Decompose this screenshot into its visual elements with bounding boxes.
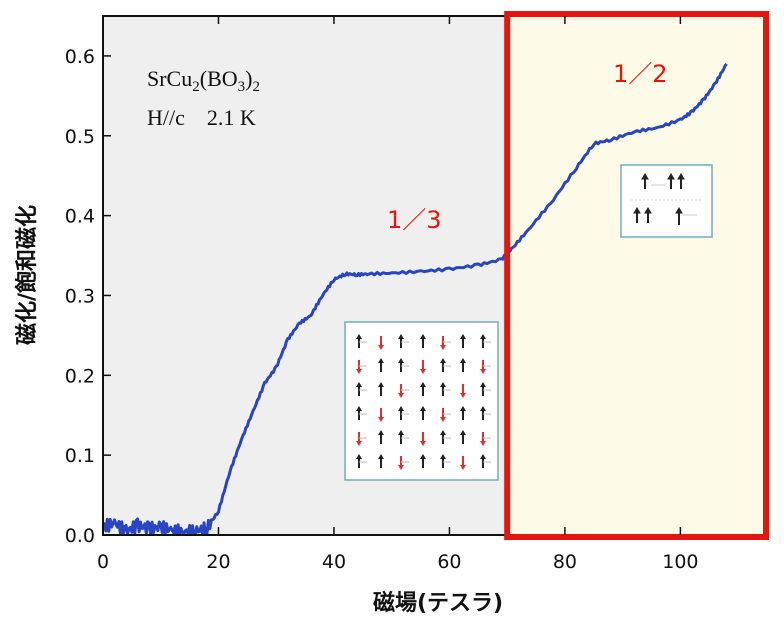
- spin-arrow-down: [440, 336, 451, 350]
- spin-arrows-third: [356, 334, 491, 470]
- y-tick-label: 0.0: [65, 525, 95, 547]
- spin-arrow-up: [460, 406, 466, 420]
- spin-arrow-up: [398, 334, 409, 348]
- spin-arrow-up: [480, 382, 491, 396]
- x-tick-label: 20: [206, 551, 230, 573]
- spin-arrow-down: [398, 384, 409, 398]
- spin-arrow-up: [398, 358, 409, 372]
- spin-arrow-up: [440, 430, 451, 444]
- x-tick-label: 100: [662, 551, 698, 573]
- spin-arrow-down: [420, 360, 426, 374]
- x-tick-label: 40: [322, 551, 346, 573]
- x-axis-ticks: 0 20 40 60 80 100: [97, 16, 699, 573]
- spin-arrow-down: [460, 384, 466, 398]
- y-axis-label: 磁化/飽和磁化: [14, 205, 40, 345]
- spin-arrow-up: [480, 454, 491, 468]
- compound-formula: SrCu2(BO3)2: [147, 66, 260, 95]
- spin-arrow-down: [378, 408, 384, 422]
- spin-arrow-up: [398, 406, 409, 420]
- x-axis-label: 磁場(テスラ): [373, 590, 503, 616]
- y-tick-label: 0.2: [65, 365, 95, 387]
- spin-arrow-up: [420, 406, 426, 420]
- x-tick-label: 80: [553, 551, 577, 573]
- y-tick-label: 0.5: [65, 126, 95, 148]
- spin-arrow-down: [480, 360, 491, 374]
- spin-arrow-down: [440, 408, 451, 422]
- spin-arrow-down: [356, 432, 367, 446]
- spin-arrow-up: [356, 454, 367, 468]
- spin-arrow-up: [480, 334, 491, 348]
- spin-arrow-up: [356, 334, 367, 348]
- lattice-inset-third: [344, 321, 499, 481]
- spin-arrow-up: [460, 430, 466, 444]
- spin-arrow-up: [480, 406, 491, 420]
- spin-arrow-down: [378, 336, 384, 350]
- y-tick-label: 0.6: [65, 46, 95, 68]
- plateau-third-label: 1／3: [387, 206, 442, 234]
- spin-arrow-up: [356, 382, 367, 396]
- spin-arrow-down: [460, 456, 466, 470]
- spin-arrow-up: [378, 382, 384, 396]
- spin-arrow-down: [480, 432, 491, 446]
- spin-arrow-up: [440, 358, 451, 372]
- x-tick-label: 60: [437, 551, 461, 573]
- x-tick-label: 0: [97, 551, 109, 573]
- measurement-condition: H//c 2.1 K: [147, 105, 256, 130]
- spin-arrow-up: [420, 334, 426, 348]
- spin-arrow-up: [460, 334, 466, 348]
- plateau-half-label: 1／2: [613, 60, 668, 88]
- spin-arrow-up: [378, 358, 384, 372]
- spin-arrows-half: [631, 173, 703, 225]
- spin-arrow-up: [378, 430, 384, 444]
- half-plateau-highlight: [504, 11, 769, 540]
- spin-arrow-down: [356, 360, 367, 374]
- y-tick-label: 0.4: [65, 206, 95, 228]
- spin-arrow-down: [398, 456, 409, 470]
- spin-arrow-up: [378, 454, 384, 468]
- spin-arrow-up: [356, 406, 367, 420]
- magnetization-curve: [101, 62, 728, 536]
- region-yellow-background: [507, 16, 767, 535]
- spin-arrow-up: [420, 382, 426, 396]
- spin-arrow-up: [440, 382, 451, 396]
- spin-arrow-down: [420, 432, 426, 446]
- y-tick-label: 0.1: [65, 445, 95, 467]
- lattice-inset-half: [620, 164, 713, 238]
- spin-arrow-up: [398, 430, 409, 444]
- y-axis-ticks: 0.0 0.1 0.2 0.3 0.4 0.5 0.6: [65, 46, 111, 547]
- y-tick-label: 0.3: [65, 285, 95, 307]
- spin-arrow-up: [420, 454, 426, 468]
- spin-arrow-up: [440, 454, 451, 468]
- spin-arrow-up: [460, 358, 466, 372]
